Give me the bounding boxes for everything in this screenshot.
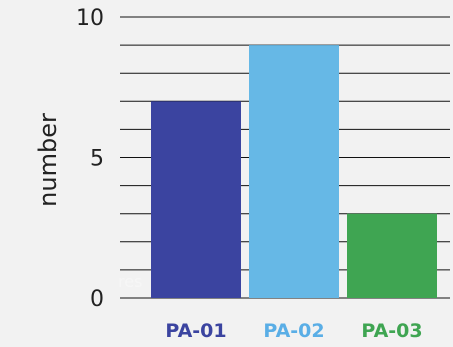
y-tick-label: 5 <box>90 147 104 172</box>
x-tick-label: PA-03 <box>361 320 422 342</box>
bar-pa-03 <box>347 213 437 298</box>
y-tick-label: 10 <box>76 6 104 31</box>
bar-pa-01 <box>151 101 241 298</box>
y-axis-ticks: 0 5 10 <box>76 6 104 312</box>
y-tick-label: 0 <box>90 287 104 312</box>
x-tick-label: PA-02 <box>263 320 324 342</box>
y-axis-title: number <box>34 113 62 207</box>
x-axis-labels: PA-01 PA-02 PA-03 <box>165 320 422 342</box>
bars <box>151 45 437 298</box>
bar-pa-02 <box>249 45 339 298</box>
watermark-text: res <box>118 272 142 291</box>
x-tick-label: PA-01 <box>165 320 226 342</box>
